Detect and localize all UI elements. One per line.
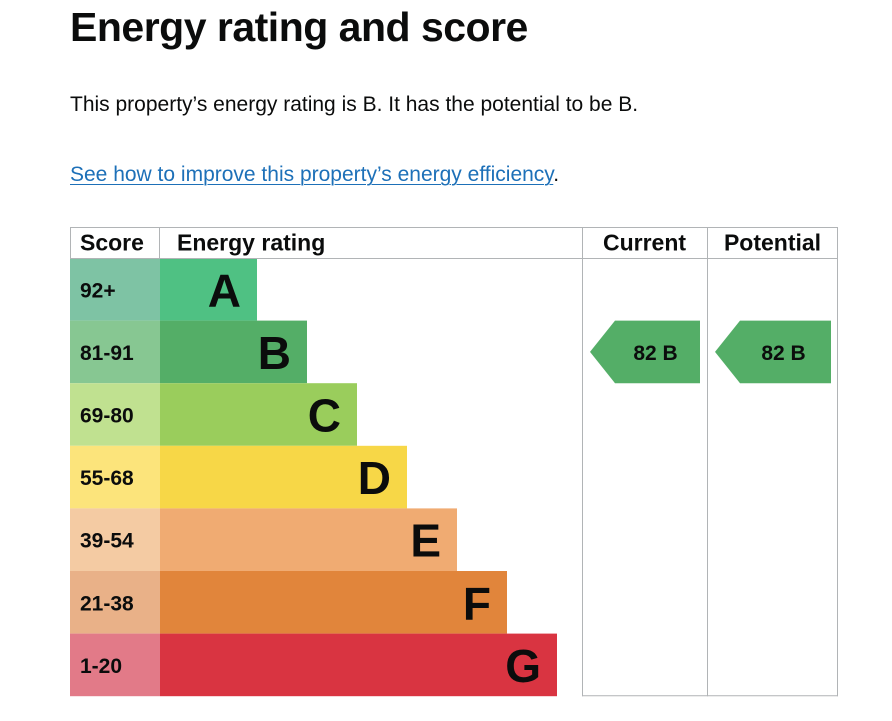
rating-bar-a — [160, 258, 257, 321]
rating-letter-g: G — [505, 640, 541, 692]
current-arrow — [590, 320, 700, 384]
score-cell-f — [70, 571, 160, 634]
score-range-f: 21-38 — [80, 592, 134, 615]
rating-bar-c — [160, 383, 357, 446]
rating-letter-c: C — [308, 390, 341, 442]
improve-efficiency-link[interactable]: See how to improve this property’s energ… — [70, 163, 554, 186]
potential-arrow — [715, 320, 831, 384]
header-current: Current — [603, 230, 686, 256]
score-range-a: 92+ — [80, 279, 116, 302]
rating-bar-d — [160, 445, 407, 509]
score-cell-a — [70, 258, 160, 321]
potential-arrow-label: 82 B — [761, 342, 805, 365]
rating-letter-b: B — [258, 327, 291, 379]
current-arrow-label: 82 B — [633, 342, 677, 365]
score-range-g: 1-20 — [80, 655, 122, 678]
score-cell-e — [70, 508, 160, 571]
score-cell-c — [70, 383, 160, 446]
rating-letter-e: E — [410, 515, 441, 567]
score-range-e: 39-54 — [80, 530, 134, 553]
rating-letter-f: F — [463, 577, 491, 629]
rating-summary: This property’s energy rating is B. It h… — [70, 93, 639, 116]
header-potential: Potential — [724, 230, 821, 256]
rating-bar-b — [160, 320, 307, 384]
score-range-d: 55-68 — [80, 467, 134, 490]
score-range-b: 81-91 — [80, 342, 134, 365]
score-cell-b — [70, 320, 160, 384]
header-energy-rating: Energy rating — [177, 230, 325, 256]
rating-bar-e — [160, 508, 457, 571]
page-title: Energy rating and score — [70, 4, 528, 50]
improve-link-suffix: . — [553, 163, 560, 186]
score-cell-g — [70, 633, 160, 697]
header-score: Score — [80, 230, 144, 256]
score-range-c: 69-80 — [80, 405, 134, 428]
improve-paragraph: See how to improve this property’s energ… — [70, 160, 559, 190]
rating-letter-d: D — [358, 452, 391, 504]
score-cell-d — [70, 445, 160, 509]
rating-bar-f — [160, 571, 507, 634]
rating-bar-g — [160, 633, 557, 697]
rating-letter-a: A — [208, 264, 241, 316]
